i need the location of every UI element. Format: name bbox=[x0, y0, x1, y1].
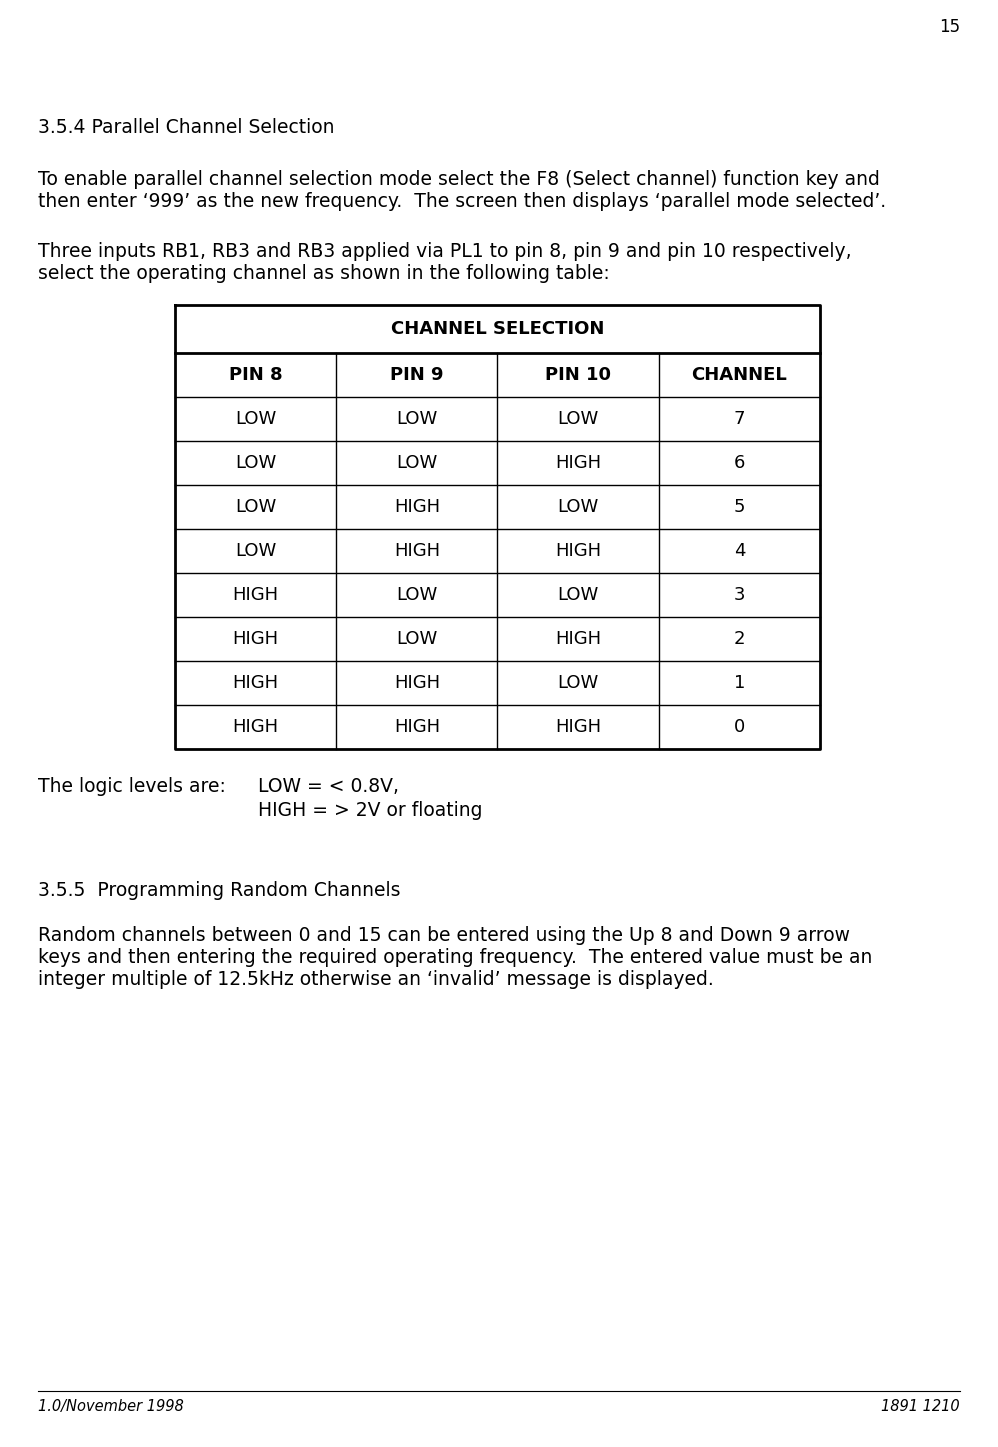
Text: Random channels between 0 and 15 can be entered using the Up 8 and Down 9 arrow: Random channels between 0 and 15 can be … bbox=[38, 926, 850, 945]
Text: 3: 3 bbox=[734, 586, 746, 603]
Text: LOW: LOW bbox=[235, 543, 276, 560]
Text: LOW = < 0.8V,: LOW = < 0.8V, bbox=[258, 777, 399, 796]
Text: LOW: LOW bbox=[235, 454, 276, 472]
Text: HIGH: HIGH bbox=[233, 629, 278, 648]
Text: LOW: LOW bbox=[558, 498, 599, 517]
Text: LOW: LOW bbox=[396, 454, 437, 472]
Text: 15: 15 bbox=[939, 17, 960, 36]
Text: To enable parallel channel selection mode select the F8 (Select channel) functio: To enable parallel channel selection mod… bbox=[38, 169, 880, 190]
Text: HIGH: HIGH bbox=[233, 718, 278, 737]
Text: 0: 0 bbox=[734, 718, 745, 737]
Text: keys and then entering the required operating frequency.  The entered value must: keys and then entering the required oper… bbox=[38, 948, 872, 967]
Text: Three inputs RB1, RB3 and RB3 applied via PL1 to pin 8, pin 9 and pin 10 respect: Three inputs RB1, RB3 and RB3 applied vi… bbox=[38, 242, 851, 260]
Text: LOW: LOW bbox=[396, 410, 437, 428]
Text: HIGH: HIGH bbox=[233, 674, 278, 692]
Text: integer multiple of 12.5kHz otherwise an ‘invalid’ message is displayed.: integer multiple of 12.5kHz otherwise an… bbox=[38, 969, 714, 988]
Text: HIGH: HIGH bbox=[394, 543, 440, 560]
Text: 1.0/November 1998: 1.0/November 1998 bbox=[38, 1399, 184, 1414]
Text: HIGH: HIGH bbox=[394, 674, 440, 692]
Text: The logic levels are:: The logic levels are: bbox=[38, 777, 226, 796]
Text: LOW: LOW bbox=[558, 586, 599, 603]
Text: then enter ‘999’ as the new frequency.  The screen then displays ‘parallel mode : then enter ‘999’ as the new frequency. T… bbox=[38, 192, 886, 211]
Text: 1891 1210: 1891 1210 bbox=[881, 1399, 960, 1414]
Text: 4: 4 bbox=[734, 543, 746, 560]
Text: HIGH: HIGH bbox=[555, 454, 601, 472]
Text: select the operating channel as shown in the following table:: select the operating channel as shown in… bbox=[38, 263, 610, 284]
Text: HIGH: HIGH bbox=[555, 718, 601, 737]
Text: 3.5.4 Parallel Channel Selection: 3.5.4 Parallel Channel Selection bbox=[38, 119, 334, 137]
Text: CHANNEL SELECTION: CHANNEL SELECTION bbox=[391, 320, 604, 339]
Text: LOW: LOW bbox=[396, 629, 437, 648]
Text: 6: 6 bbox=[734, 454, 746, 472]
Text: 5: 5 bbox=[734, 498, 746, 517]
Text: HIGH: HIGH bbox=[394, 718, 440, 737]
Text: HIGH = > 2V or floating: HIGH = > 2V or floating bbox=[258, 802, 482, 820]
Text: LOW: LOW bbox=[235, 410, 276, 428]
Text: LOW: LOW bbox=[235, 498, 276, 517]
Text: HIGH: HIGH bbox=[394, 498, 440, 517]
Text: PIN 10: PIN 10 bbox=[545, 366, 611, 383]
Text: LOW: LOW bbox=[396, 586, 437, 603]
Text: HIGH: HIGH bbox=[555, 543, 601, 560]
Text: 2: 2 bbox=[734, 629, 746, 648]
Text: CHANNEL: CHANNEL bbox=[692, 366, 787, 383]
Text: 3.5.5  Programming Random Channels: 3.5.5 Programming Random Channels bbox=[38, 881, 400, 900]
Text: HIGH: HIGH bbox=[555, 629, 601, 648]
Text: PIN 9: PIN 9 bbox=[390, 366, 444, 383]
Text: 1: 1 bbox=[734, 674, 746, 692]
Text: PIN 8: PIN 8 bbox=[229, 366, 282, 383]
Text: HIGH: HIGH bbox=[233, 586, 278, 603]
Text: LOW: LOW bbox=[558, 674, 599, 692]
Text: 7: 7 bbox=[734, 410, 746, 428]
Text: LOW: LOW bbox=[558, 410, 599, 428]
